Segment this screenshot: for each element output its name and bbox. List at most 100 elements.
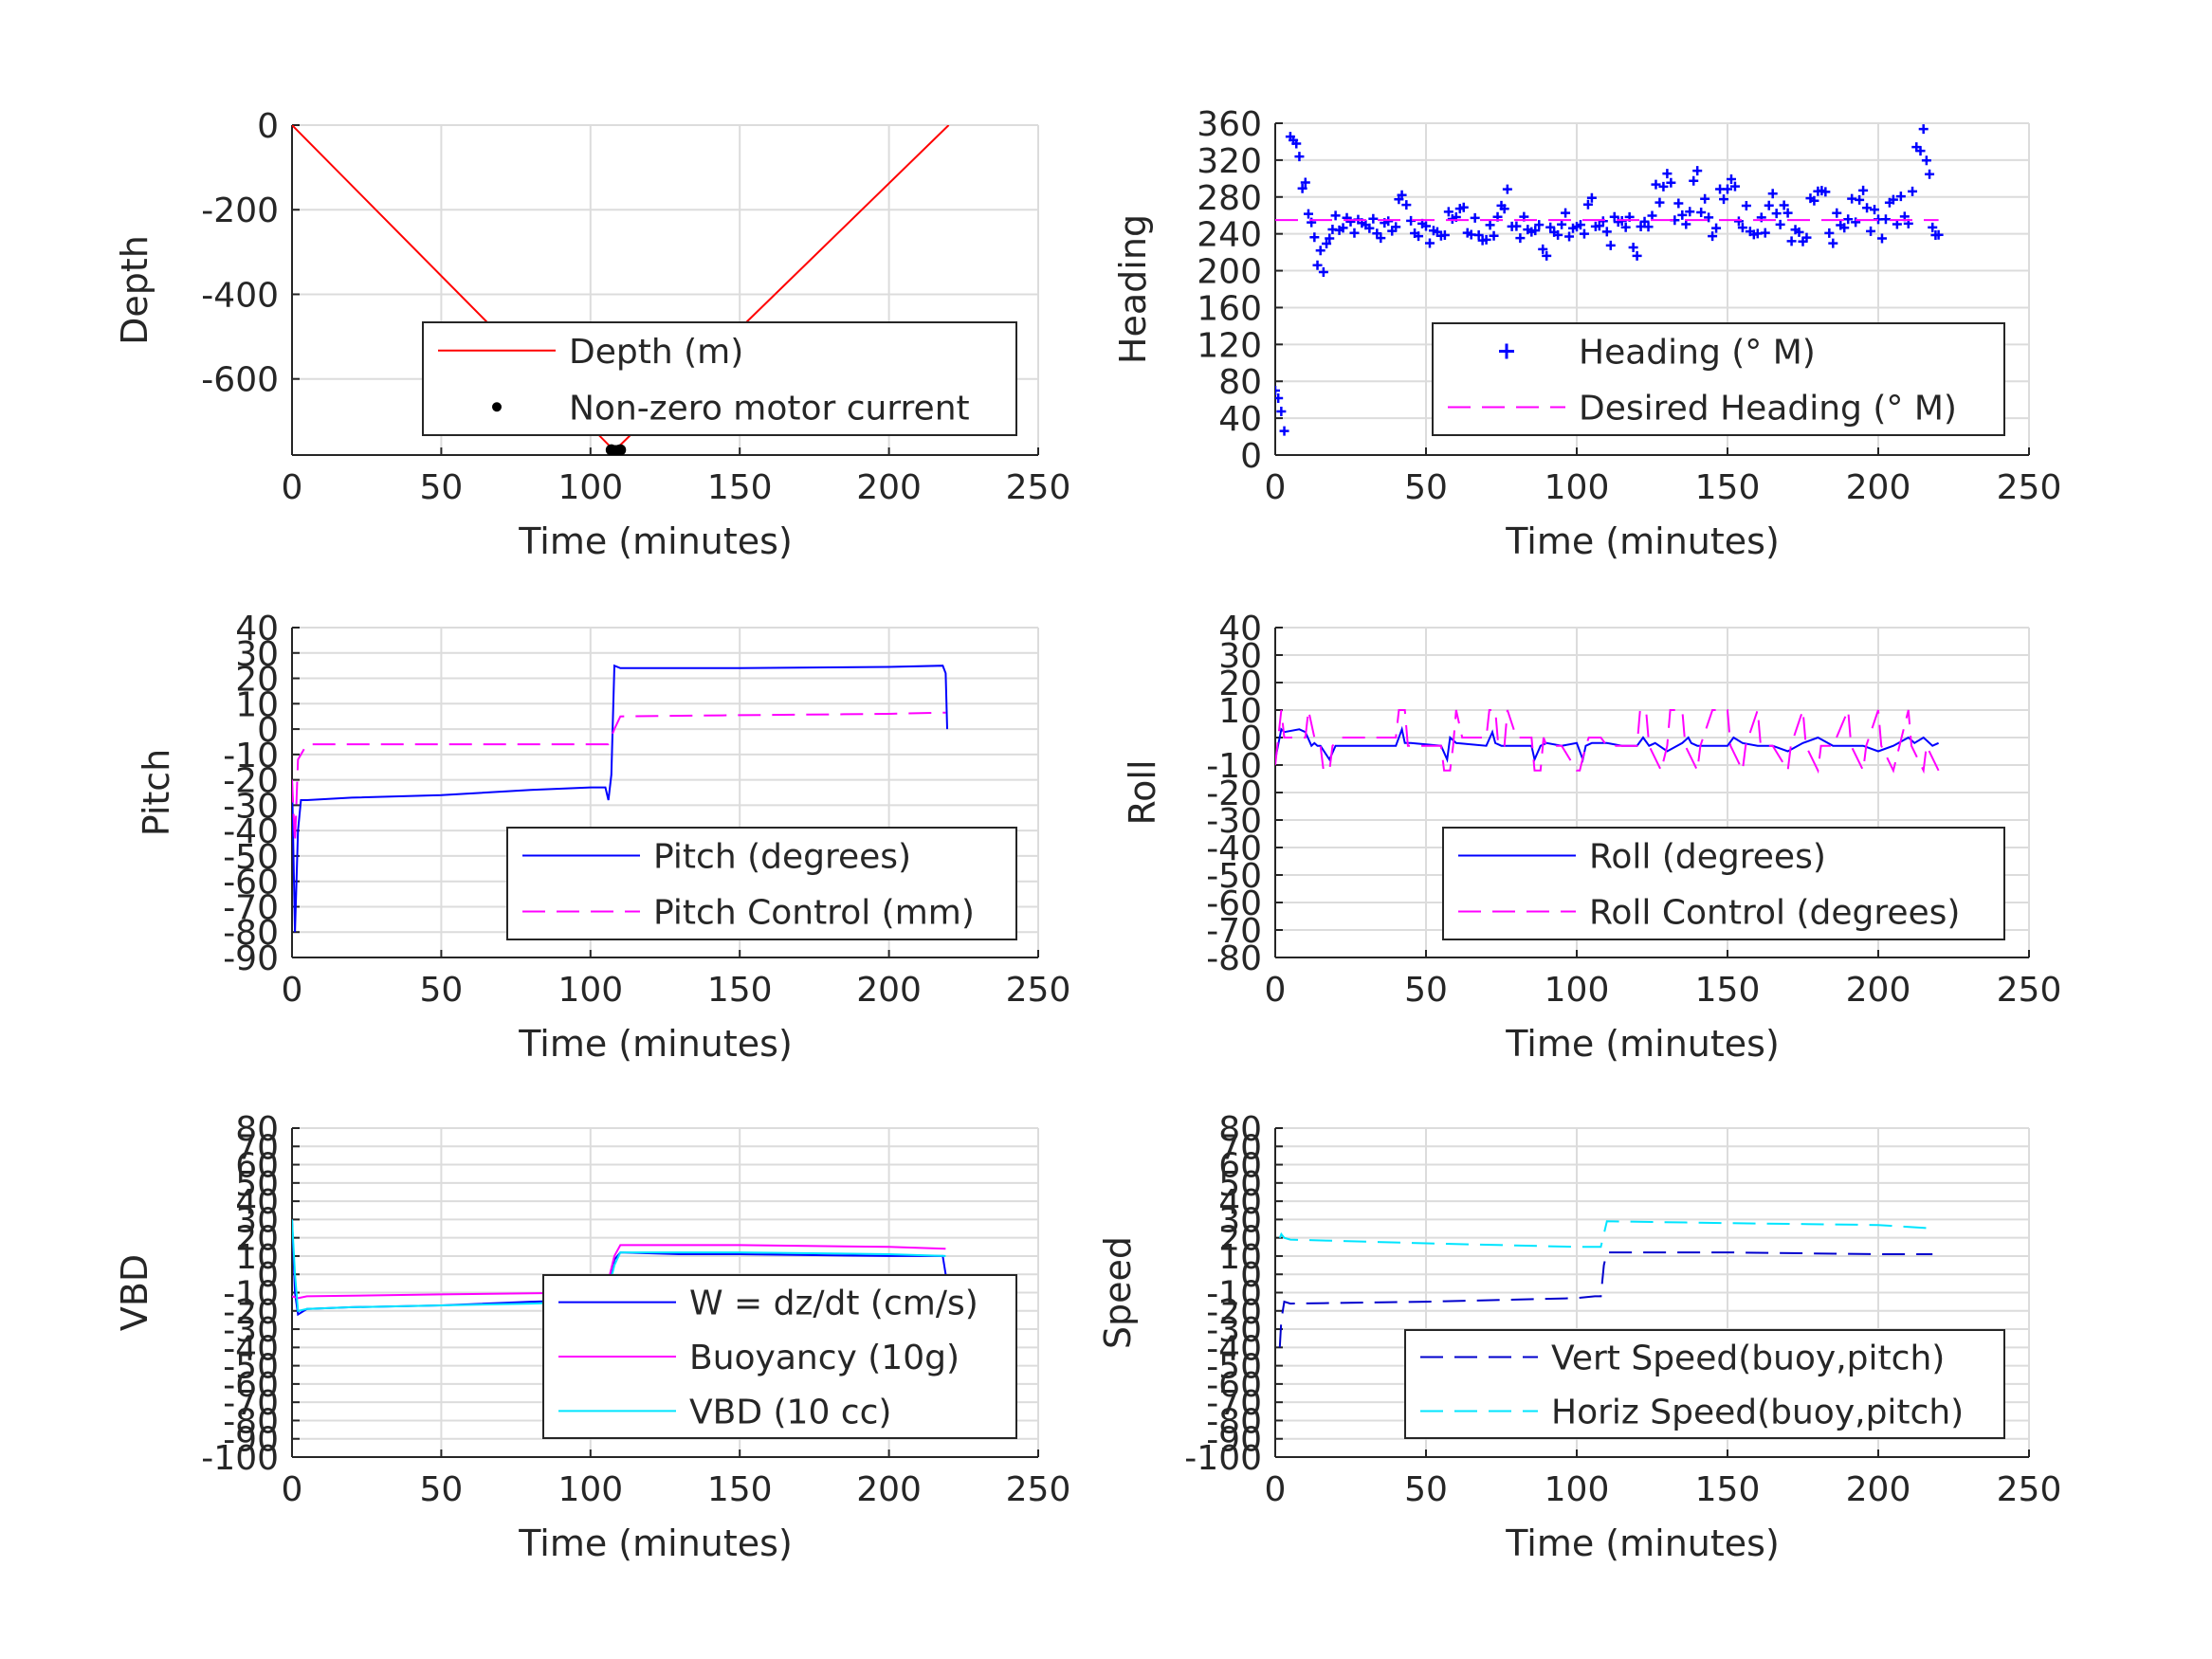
data-point-plus (1760, 228, 1770, 238)
data-point-plus (1925, 169, 1935, 179)
data-point-plus (1620, 222, 1631, 232)
x-tick-label: 100 (1545, 971, 1610, 1010)
y-axis-label: VBD (114, 1254, 155, 1331)
data-point-plus (1677, 210, 1688, 220)
x-tick-label: 150 (1695, 1470, 1761, 1509)
y-tick-label: 0 (257, 711, 279, 750)
x-tick-label: 250 (1006, 468, 1071, 507)
data-point-plus (1481, 234, 1491, 245)
legend-label: VBD (10 cc) (689, 1393, 891, 1431)
legend-label: Non-zero motor current (569, 389, 970, 428)
data-point-plus (1499, 204, 1509, 214)
data-point-plus (1470, 212, 1480, 223)
y-tick-label: -40 (223, 812, 279, 851)
x-axis-label: Time (minutes) (518, 520, 793, 562)
y-tick-label: 280 (1197, 179, 1262, 218)
data-point-plus (1696, 207, 1707, 217)
legend-vbd: W = dz/dt (cm/s) Buoyancy (10g) VBD (10 cc… (542, 1274, 1017, 1439)
data-point-plus (1294, 152, 1305, 162)
y-tick-label: 50 (235, 1165, 279, 1204)
data-point-plus (1276, 407, 1287, 417)
series-line-speed-1 (1278, 1220, 1936, 1249)
y-tick-label: 160 (1197, 289, 1262, 328)
legend-pitch: Pitch (degrees) Pitch Control (mm) (506, 827, 1017, 940)
legend-dot-symbol (492, 402, 502, 412)
series-line-speed-0 (1278, 1251, 1933, 1348)
data-point-plus (1654, 197, 1665, 208)
y-tick-label: -80 (223, 914, 279, 953)
x-tick-label: 200 (856, 468, 922, 507)
data-point-plus (1275, 392, 1284, 403)
plot-marks (292, 664, 948, 933)
y-axis-label: Pitch (136, 749, 177, 837)
y-tick-label: 0 (257, 107, 279, 146)
data-point-plus (1628, 242, 1638, 252)
y-tick-label: -90 (1206, 1421, 1262, 1460)
data-point-plus (1368, 213, 1379, 224)
x-tick-label: 250 (1997, 971, 2062, 1010)
y-tick-label: -20 (1206, 775, 1262, 813)
data-point-plus (1312, 260, 1323, 270)
data-point-plus (1809, 195, 1819, 206)
data-point-plus (1309, 232, 1320, 243)
y-tick-label: 80 (1218, 1110, 1262, 1149)
data-point-plus (1666, 177, 1676, 188)
data-point-plus (1870, 205, 1880, 215)
data-point-plus (1662, 169, 1673, 179)
data-point-plus (1489, 230, 1499, 241)
y-tick-label: 0 (1240, 437, 1262, 476)
data-point-plus (1786, 236, 1797, 246)
y-tick-label: -10 (1206, 1275, 1262, 1314)
legend-roll: Roll (degrees) Roll Control (degrees) (1442, 827, 2005, 940)
y-tick-label: -50 (223, 838, 279, 877)
data-point-plus (1928, 222, 1938, 232)
data-point-plus (1858, 185, 1869, 195)
y-tick-label: -60 (223, 1366, 279, 1405)
y-tick-label: 200 (1197, 253, 1262, 292)
y-tick-label: 70 (1218, 1128, 1262, 1167)
plot-marks (1275, 709, 1940, 775)
y-tick-label: 40 (235, 1183, 279, 1222)
data-point-plus (1579, 228, 1589, 239)
data-point-plus (1586, 192, 1597, 203)
x-tick-label: 100 (1545, 468, 1610, 507)
chart-panel-vbd: 0 50 100 150 200 25080706050403020100-10-20-3… (114, 1110, 1070, 1564)
data-point-plus (1651, 179, 1661, 190)
x-tick-label: 100 (558, 468, 623, 507)
y-tick-label: -200 (201, 191, 279, 230)
data-point-plus (1473, 229, 1484, 240)
x-axis-label: Time (minutes) (1505, 1522, 1780, 1564)
y-tick-label: -30 (1206, 1311, 1262, 1350)
y-tick-label: -80 (223, 1402, 279, 1441)
data-point-plus (1700, 193, 1710, 204)
data-point-plus (1300, 177, 1310, 188)
x-tick-label: 150 (707, 468, 773, 507)
legend-label: W = dz/dt (cm/s) (689, 1285, 978, 1323)
data-point-plus (1564, 231, 1575, 242)
x-tick-label: 200 (1846, 1470, 1911, 1509)
x-tick-label: 200 (1846, 468, 1911, 507)
legend-label: Roll (degrees) (1589, 838, 1826, 877)
data-point-plus (1601, 227, 1612, 237)
legend-box (1404, 1329, 2005, 1439)
data-point-plus (1737, 223, 1747, 233)
data-point-plus (1647, 210, 1657, 221)
y-tick-label: -60 (223, 864, 279, 902)
data-point-plus (1779, 200, 1789, 210)
data-point-plus (1383, 216, 1394, 227)
x-tick-label: 200 (1846, 971, 1911, 1010)
legend-label: Horiz Speed(buoy,pitch) (1551, 1394, 1964, 1432)
y-tick-label: -80 (1206, 939, 1262, 978)
data-point-plus (1515, 233, 1526, 244)
legend-box (422, 321, 1017, 436)
y-tick-label: 20 (235, 1220, 279, 1259)
data-point-plus (1801, 232, 1812, 243)
legend-label: Vert Speed(buoy,pitch) (1551, 1340, 1945, 1378)
y-tick-label: -100 (201, 1439, 279, 1478)
data-point-plus (1325, 233, 1335, 244)
x-tick-label: 200 (856, 1470, 922, 1509)
data-point-plus (1632, 250, 1642, 261)
y-tick-label: 120 (1197, 326, 1262, 365)
data-point-plus (1297, 183, 1307, 193)
data-point-plus (1414, 231, 1424, 242)
